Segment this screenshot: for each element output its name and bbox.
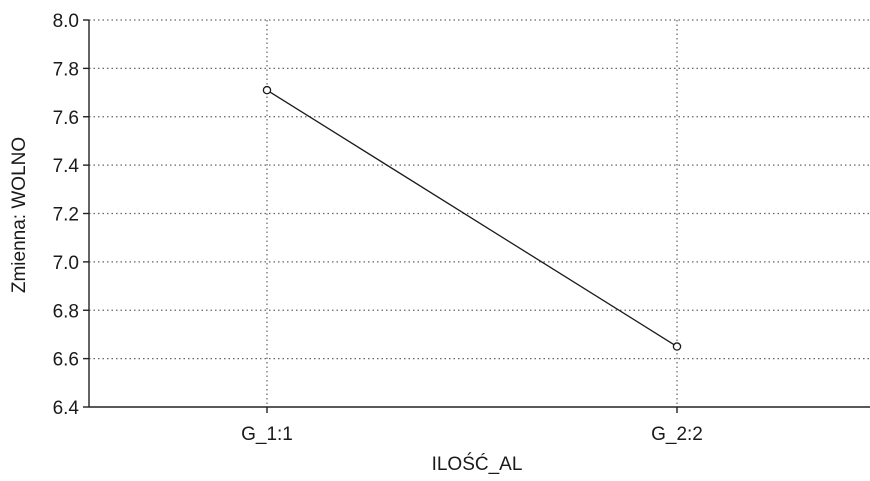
data-point (672, 342, 682, 351)
x-tick-labels: G_1:1 G_2:2 (241, 407, 703, 445)
gridlines (89, 19, 870, 407)
y-tick-label: 7.8 (53, 59, 79, 80)
y-tick-label: 7.4 (53, 156, 80, 177)
series-line (266, 89, 678, 348)
x-axis-title: ILOŚĆ_AL (432, 453, 523, 475)
y-tick-label: 8.0 (53, 11, 79, 32)
y-tick-label: 6.4 (53, 398, 80, 419)
y-tick-label: 7.6 (53, 108, 79, 129)
data-point (262, 85, 272, 95)
y-tick-label: 7.0 (53, 253, 79, 274)
x-tick-label: G_1:1 (241, 424, 293, 445)
y-tick-label: 7.2 (53, 205, 79, 226)
y-tick-labels: 6.4 6.6 6.8 7.0 7.2 7.4 7.6 7.8 8.0 (53, 11, 89, 419)
y-tick-label: 6.6 (53, 350, 79, 371)
series (262, 85, 682, 351)
x-tick-label: G_2:2 (651, 424, 703, 445)
y-tick-label: 6.8 (53, 301, 79, 322)
y-axis-title: Zmienna: WOLNO (9, 137, 30, 293)
